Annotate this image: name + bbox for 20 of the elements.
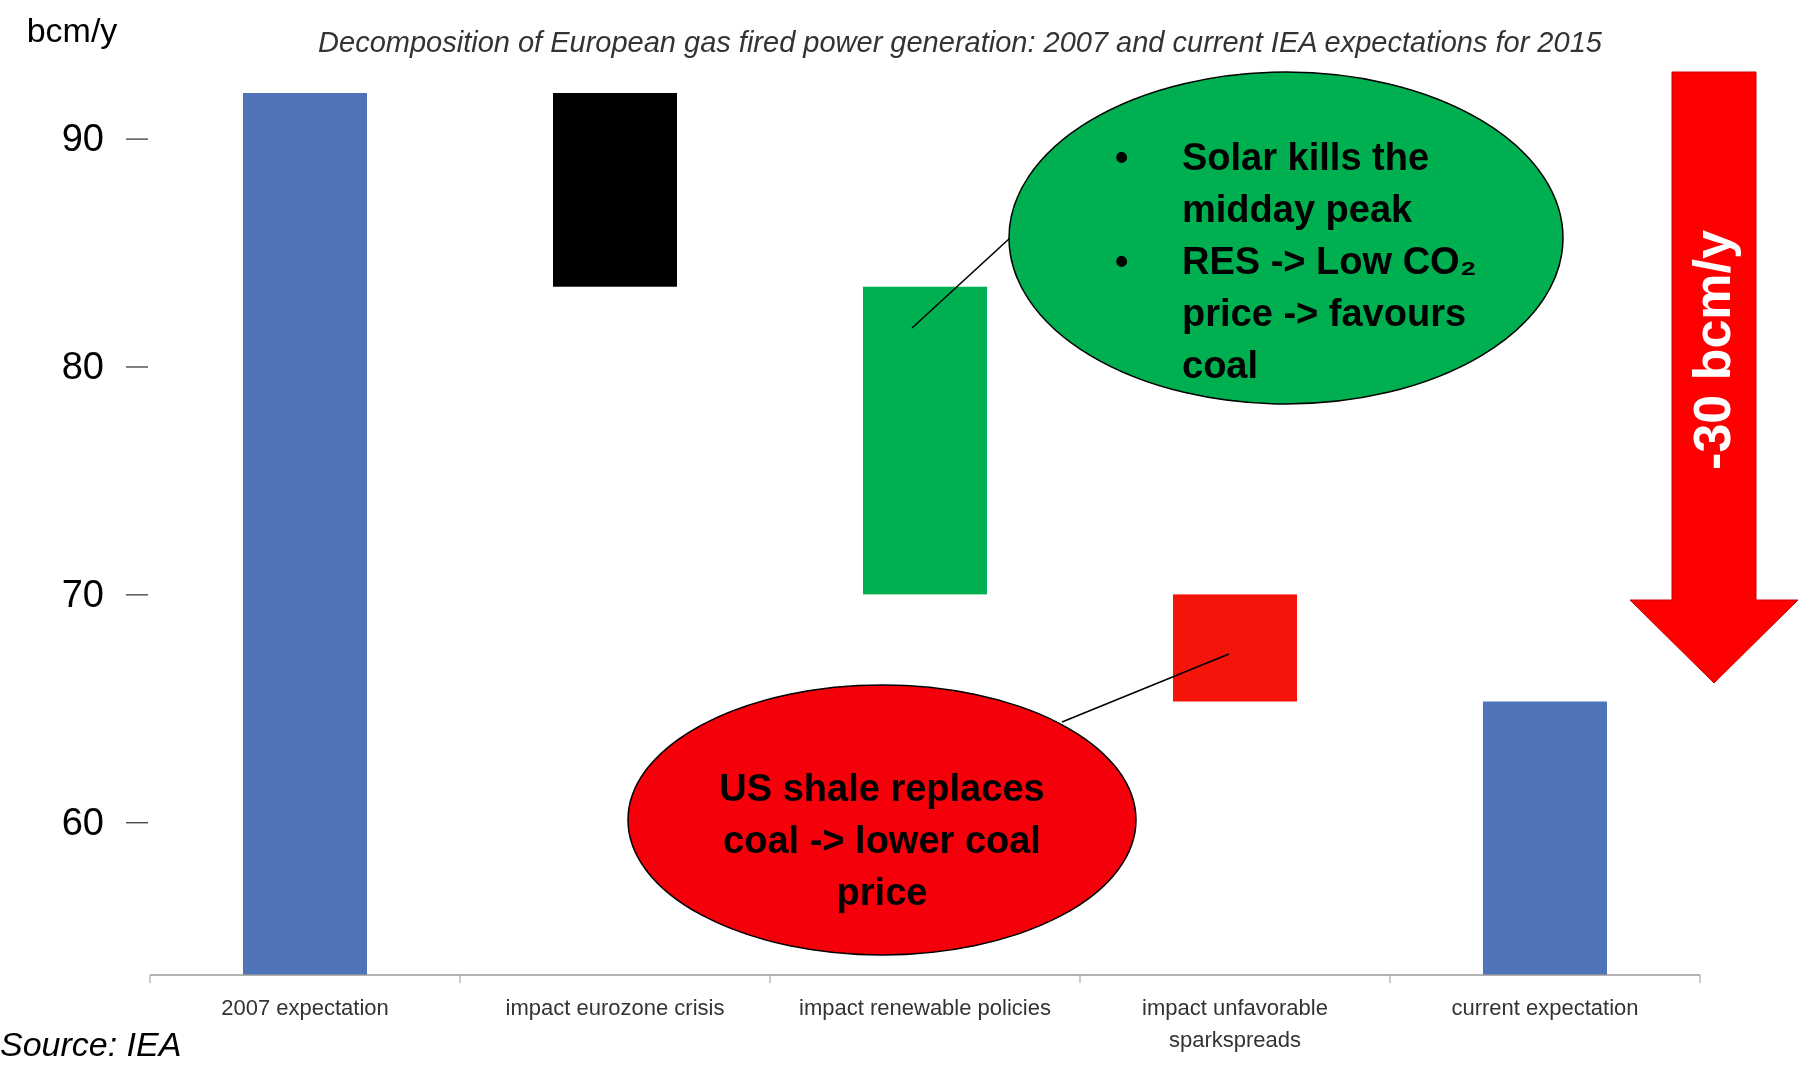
y-axis-title: bcm/y — [26, 11, 118, 49]
x-tick-label: 2007 expectation — [221, 995, 389, 1020]
bar — [553, 93, 677, 287]
annotation: -30 bcm/y — [1683, 229, 1741, 470]
source-note: Source: IEA — [0, 1025, 182, 1063]
text: • Solar kills the midday peak • RES -> Low CO₂ price -> favours coal — [1115, 136, 1477, 386]
x-tick-label: impact unfavorable sparkspreads — [1142, 995, 1328, 1052]
x-tick-label: impact renewable policies — [799, 995, 1051, 1020]
y-tick-label: 90 — [61, 117, 104, 160]
chart-title: Decomposition of European gas fired power generation: 2007 and current IEA expectations for 2015 — [318, 26, 1603, 58]
y-tick-label: 70 — [61, 573, 104, 616]
bar — [1173, 594, 1297, 702]
x-tick-label: current expectation — [1451, 995, 1639, 1020]
y-tick-label: 80 — [61, 345, 104, 388]
bar — [243, 93, 367, 975]
bar — [863, 286, 987, 595]
bar — [1483, 701, 1607, 975]
x-tick-label: impact eurozone crisis — [505, 995, 725, 1020]
annotation: US shale replaces coal -> lower coal price — [719, 767, 1045, 913]
y-tick-label: 60 — [61, 800, 104, 843]
